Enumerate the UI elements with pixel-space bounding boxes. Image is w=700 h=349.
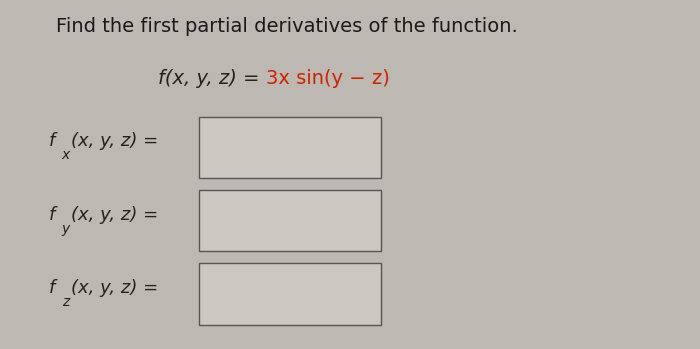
Text: Find the first partial derivatives of the function.: Find the first partial derivatives of th… bbox=[56, 17, 518, 36]
Text: 3x sin(y − z): 3x sin(y − z) bbox=[266, 69, 390, 88]
Text: z: z bbox=[62, 295, 69, 309]
Text: f(x, y, z) =: f(x, y, z) = bbox=[158, 69, 266, 88]
Text: (x, y, z) =: (x, y, z) = bbox=[71, 206, 159, 224]
Text: f: f bbox=[49, 206, 55, 224]
FancyBboxPatch shape bbox=[199, 263, 382, 325]
FancyBboxPatch shape bbox=[199, 190, 382, 251]
Text: f: f bbox=[49, 279, 55, 297]
Text: y: y bbox=[62, 222, 70, 236]
FancyBboxPatch shape bbox=[199, 117, 382, 178]
Text: (x, y, z) =: (x, y, z) = bbox=[71, 132, 159, 150]
Text: (x, y, z) =: (x, y, z) = bbox=[71, 279, 159, 297]
Text: x: x bbox=[62, 148, 70, 162]
Text: f: f bbox=[49, 132, 55, 150]
